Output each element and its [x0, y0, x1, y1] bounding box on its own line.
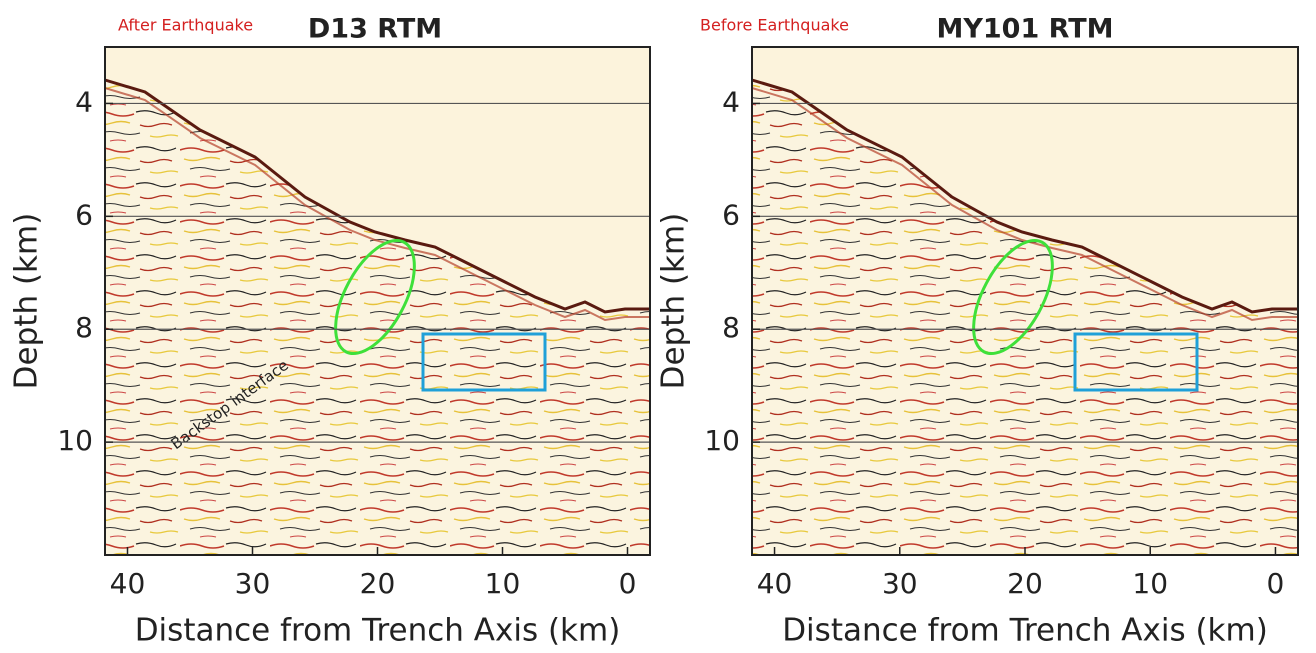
water-column	[752, 47, 1298, 312]
y-tick-label: 4	[75, 85, 93, 118]
plot-frame	[104, 46, 651, 556]
y-axis-label: Depth (km)	[9, 213, 45, 390]
y-tick-label: 6	[75, 198, 93, 231]
x-tick-label: 10	[485, 567, 521, 600]
plot-frame	[751, 46, 1299, 556]
seafloor-echo	[751, 87, 1297, 322]
highlight-ellipse	[972, 238, 1054, 356]
chart-title: MY101 RTM	[936, 14, 1113, 45]
seafloor	[104, 78, 650, 314]
x-axis-label: Distance from Trench Axis (km)	[135, 613, 621, 649]
x-tick-label: 10	[1132, 567, 1168, 600]
x-tick-label: 20	[360, 567, 396, 600]
y-tick-label: 6	[722, 198, 740, 231]
highlight-box	[421, 332, 547, 392]
x-tick-label: 30	[235, 567, 271, 600]
x-tick-label: 0	[1267, 567, 1285, 600]
y-tick-label: 4	[722, 85, 740, 118]
x-tick-label: 0	[619, 567, 637, 600]
seafloor-echo	[104, 87, 650, 322]
seafloor	[751, 78, 1297, 314]
y-axis-label: Depth (km)	[656, 213, 692, 390]
x-tick-label: 40	[757, 567, 793, 600]
highlight-ellipse	[334, 238, 416, 356]
x-tick-label: 30	[882, 567, 918, 600]
y-tick-label: 10	[704, 424, 740, 457]
panel-note: Before Earthquake	[700, 16, 849, 35]
y-tick-label: 10	[57, 424, 93, 457]
chart-title: D13 RTM	[308, 14, 442, 45]
x-tick-label: 40	[110, 567, 146, 600]
water-column	[105, 47, 650, 312]
panel-note: After Earthquake	[118, 16, 253, 35]
y-tick-label: 8	[75, 311, 93, 344]
x-axis-label: Distance from Trench Axis (km)	[782, 613, 1268, 649]
y-tick-label: 8	[722, 311, 740, 344]
x-tick-label: 20	[1007, 567, 1043, 600]
highlight-box	[1073, 332, 1199, 392]
